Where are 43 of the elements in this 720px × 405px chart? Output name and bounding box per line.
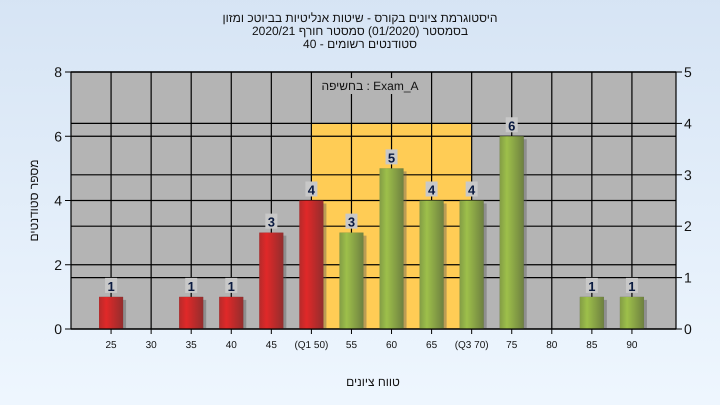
y-tick-label: 0 [54,321,62,337]
x-tick-label: (Q3 70) [454,340,489,351]
x-tick-label: 55 [346,340,358,351]
x-tick-label: 25 [106,340,118,351]
x-tick-label: 75 [506,340,518,351]
data-label: 1 [228,278,235,294]
y2-tick-label: 4 [684,115,692,132]
data-label: 3 [268,214,275,230]
x-axis-title: טווח ציונים [346,375,400,389]
data-label: 1 [628,278,636,294]
chart-subtitle: בסמסטר (01/2020) סמסטר חורף 2020/21 [252,24,468,38]
y2-tick-label: 2 [684,218,692,234]
data-label: 1 [107,278,115,294]
chart-title: היסטוגרמת ציונים בקורס - שיטות אנליטיות בביוטכ ומזון [222,11,498,25]
annotation: בחשיפה : Exam_A [322,79,418,93]
y2-tick-label: 3 [684,166,692,183]
data-label: 6 [508,118,516,134]
data-label: 4 [308,182,316,198]
x-tick-label: 45 [266,340,278,351]
x-tick-label: 35 [186,340,198,351]
y-tick-label: 8 [54,64,62,80]
x-tick-label: 65 [426,340,438,351]
x-tick-label: 80 [546,340,558,351]
y-tick-label: 6 [54,128,62,144]
x-tick-label: 90 [626,340,638,351]
y2-tick-label: 1 [684,270,692,286]
data-label: 1 [188,278,195,294]
y-tick-label: 4 [54,192,62,208]
x-tick-label: 30 [146,340,158,351]
y2-tick-label: 0 [684,321,692,337]
data-label: 5 [388,150,396,166]
data-label: 1 [588,278,596,294]
y-axis-title: מספר סטודנטים [27,159,41,242]
y-tick-label: 2 [54,256,62,273]
data-label: 4 [428,182,436,198]
x-tick-label: (Q1 50) [294,340,328,351]
x-tick-label: 60 [386,340,398,351]
x-tick-label: 85 [586,340,598,351]
data-label: 4 [468,182,476,198]
y2-tick-label: 5 [684,64,692,80]
data-label: 3 [348,214,356,230]
text: סטודנטים רשומים - 40 [303,37,418,51]
x-tick-label: 40 [226,340,238,351]
